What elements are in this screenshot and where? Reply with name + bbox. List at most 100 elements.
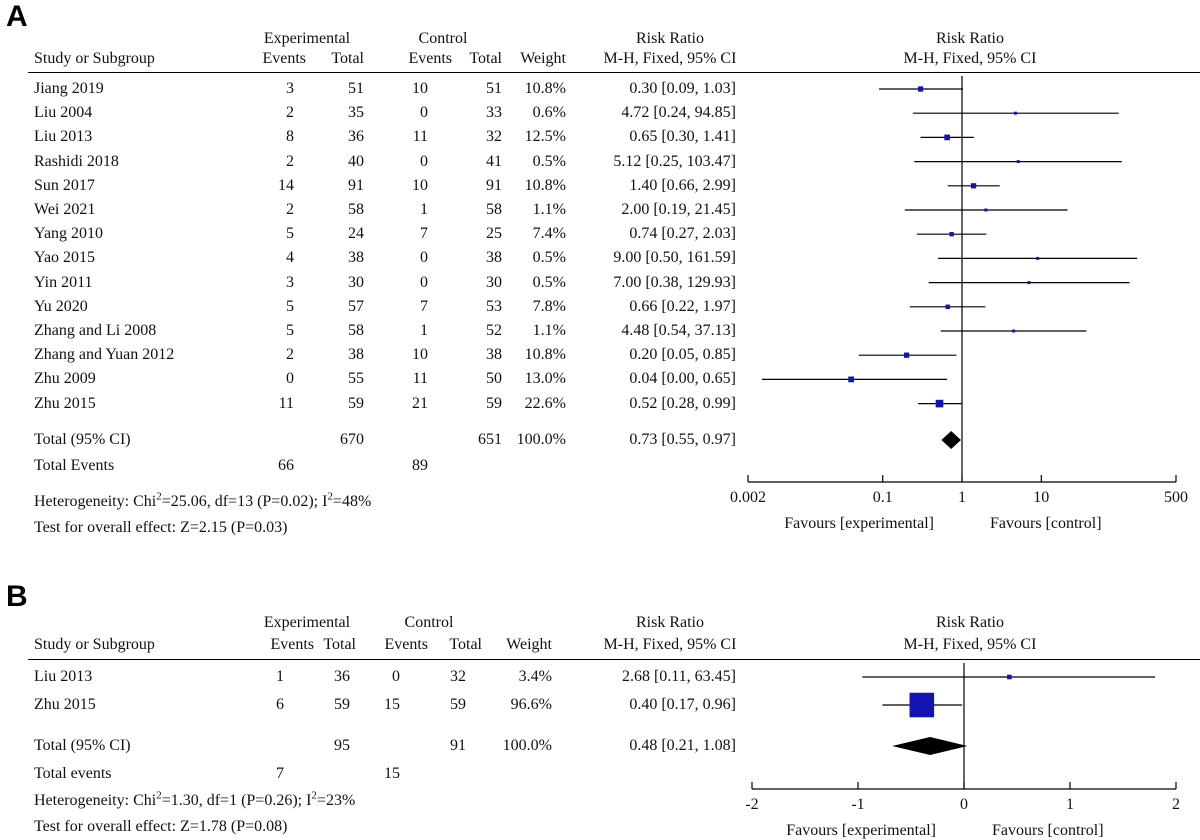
study-marker xyxy=(1036,256,1040,260)
summary-diamond xyxy=(892,737,968,755)
ctl-events-cell: 11 xyxy=(412,128,428,146)
study-marker xyxy=(909,692,935,718)
study-marker xyxy=(984,208,988,212)
exp-total-cell: 36 xyxy=(334,668,350,685)
study-marker xyxy=(1007,674,1012,680)
study-marker xyxy=(1016,160,1020,164)
total-events-label: Total events xyxy=(34,765,112,782)
exp-total-cell: 59 xyxy=(334,696,350,713)
weight-cell: 1.1% xyxy=(532,322,566,339)
forest-plot-area: 0.002 0.1 1 10 500 Favours [experimental] Favo… xyxy=(730,76,1188,532)
study-marker xyxy=(903,352,910,358)
rr-method-header: M-H, Fixed, 95% CI xyxy=(603,636,737,653)
ctl-total-cell: 38 xyxy=(486,346,502,364)
exp-total-cell: 30 xyxy=(348,273,364,291)
study-name: Liu 2004 xyxy=(34,104,93,122)
risk-ratio-ci-cell: 0.04 [0.00, 0.65] xyxy=(629,370,736,388)
study-name: Zhang and Li 2008 xyxy=(34,322,157,339)
panel-label: A xyxy=(6,0,28,33)
risk-ratio-ci-cell: 0.74 [0.27, 2.03] xyxy=(629,225,736,243)
study-header: Study or Subgroup xyxy=(34,636,155,653)
weight-cell: 7.8% xyxy=(532,297,566,315)
ctl-total-cell: 51 xyxy=(486,80,502,97)
study-marker xyxy=(945,304,950,310)
risk-ratio-ci-cell: 4.72 [0.24, 94.85] xyxy=(621,104,736,122)
weight-cell: 10.8% xyxy=(524,346,566,364)
x-tick-label: 500 xyxy=(1164,489,1188,506)
study-name: Zhu 2015 xyxy=(34,394,96,412)
total-events-exp: 66 xyxy=(278,457,294,474)
x-tick-label: -1 xyxy=(851,796,864,813)
exp-events-cell: 5 xyxy=(286,225,294,243)
risk-ratio-ci-cell: 5.12 [0.25, 103.47] xyxy=(613,152,736,170)
weight-cell: 0.6% xyxy=(532,104,566,122)
ctl-total-cell: 59 xyxy=(486,394,502,412)
total-weight: 100.0% xyxy=(502,737,552,754)
total-label: Total (95% CI) xyxy=(34,737,131,754)
total-ctl-total: 651 xyxy=(478,431,502,448)
risk-ratio-ci-cell: 0.30 [0.09, 1.03] xyxy=(629,80,736,97)
ctl-total-header: Total xyxy=(469,50,502,67)
risk-ratio-ci-cell: 2.00 [0.19, 21.45] xyxy=(621,201,736,218)
forest-plot-panel-b: B Experimental Control Risk Ratio Risk R… xyxy=(0,580,1200,840)
ctl-total-cell: 91 xyxy=(486,176,502,194)
ctl-total-cell: 30 xyxy=(486,273,502,291)
risk-ratio-ci-cell: 1.40 [0.66, 2.99] xyxy=(629,176,736,194)
total-ctl-total: 91 xyxy=(450,737,466,754)
study-name: Yin 2011 xyxy=(34,273,93,291)
risk-ratio-ci-cell: 0.65 [0.30, 1.41] xyxy=(629,128,736,146)
exp-total-cell: 38 xyxy=(348,346,364,364)
study-name: Yang 2010 xyxy=(34,225,104,243)
ctl-total-cell: 32 xyxy=(450,668,466,685)
exp-events-cell: 3 xyxy=(286,273,294,291)
exp-total-cell: 51 xyxy=(348,80,364,97)
weight-cell: 22.6% xyxy=(524,394,566,412)
weight-header: Weight xyxy=(520,50,566,67)
weight-cell: 0.5% xyxy=(532,273,566,291)
ctl-events-cell: 0 xyxy=(420,104,428,122)
study-marker xyxy=(1013,111,1017,115)
total-label: Total (95% CI) xyxy=(34,431,131,448)
experimental-header: Experimental xyxy=(263,614,351,631)
study-name: Liu 2013 xyxy=(34,668,93,685)
risk-ratio-plot-header: Risk Ratio xyxy=(935,30,1004,47)
ctl-events-header: Events xyxy=(384,636,428,653)
weight-header: Weight xyxy=(506,636,552,653)
exp-events-cell: 14 xyxy=(278,176,294,194)
total-events-ctl: 89 xyxy=(412,457,428,474)
exp-events-cell: 5 xyxy=(286,322,294,339)
overall-effect-text: Test for overall effect: Z=2.15 (P=0.03) xyxy=(34,519,288,536)
risk-ratio-header: Risk Ratio xyxy=(635,30,704,47)
rr-method-header: M-H, Fixed, 95% CI xyxy=(603,50,737,67)
ctl-total-cell: 38 xyxy=(486,249,502,267)
ctl-events-cell: 15 xyxy=(384,696,400,713)
exp-events-cell: 11 xyxy=(278,394,294,412)
ctl-events-header: Events xyxy=(408,50,452,67)
total-exp-total: 670 xyxy=(340,431,364,448)
ctl-total-cell: 52 xyxy=(486,322,502,339)
overall-effect-text: Test for overall effect: Z=1.78 (P=0.08) xyxy=(34,818,288,835)
risk-ratio-ci-cell: 7.00 [0.38, 129.93] xyxy=(613,273,736,291)
risk-ratio-ci-cell: 9.00 [0.50, 161.59] xyxy=(613,249,736,267)
study-marker xyxy=(944,134,950,141)
ctl-events-cell: 0 xyxy=(420,249,428,267)
study-name: Jiang 2019 xyxy=(34,80,104,97)
weight-cell: 96.6% xyxy=(510,696,552,713)
study-marker xyxy=(917,86,924,92)
risk-ratio-ci-cell: 0.66 [0.22, 1.97] xyxy=(629,297,736,315)
ctl-total-header: Total xyxy=(449,636,482,653)
heterogeneity-text: Heterogeneity: Chi2=25.06, df=13 (P=0.02… xyxy=(34,490,372,510)
control-header: Control xyxy=(404,614,454,631)
favours-experimental-label: Favours [experimental] xyxy=(784,515,934,532)
exp-total-cell: 36 xyxy=(348,128,364,146)
weight-cell: 7.4% xyxy=(532,225,566,243)
exp-events-cell: 6 xyxy=(276,696,284,713)
ctl-events-cell: 0 xyxy=(392,668,400,685)
x-tick-label: 1 xyxy=(958,489,966,506)
exp-total-cell: 58 xyxy=(348,201,364,218)
exp-total-cell: 55 xyxy=(348,370,364,388)
favours-control-label: Favours [control] xyxy=(992,822,1104,839)
study-name: Liu 2013 xyxy=(34,128,93,146)
total-exp-total: 95 xyxy=(334,737,350,754)
study-header: Study or Subgroup xyxy=(34,50,155,67)
